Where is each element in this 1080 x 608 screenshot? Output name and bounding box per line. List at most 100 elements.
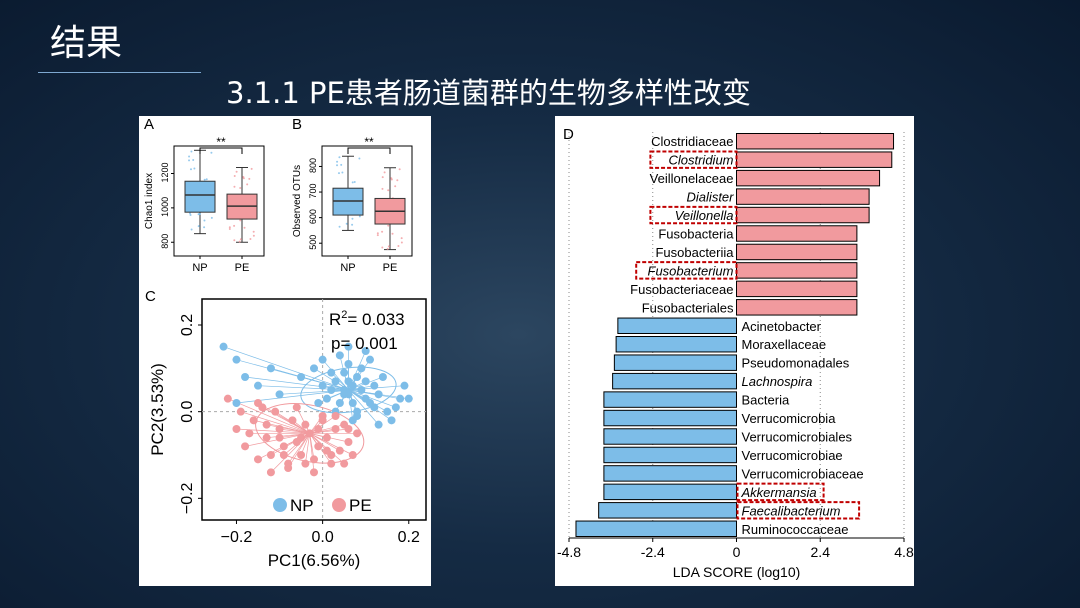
lda-bar (613, 354, 737, 371)
spider-line (305, 433, 311, 464)
spider-line (296, 407, 311, 434)
jitter-point (210, 216, 213, 219)
point-np (348, 399, 357, 407)
x-tick-label: 2.4 (811, 544, 831, 560)
point-np (383, 407, 392, 416)
lda-taxon-label: Fusobacterium (648, 263, 734, 278)
highlight-box (635, 261, 738, 280)
x-tick-label: 0.0 (311, 529, 333, 546)
lda-bar (736, 169, 881, 187)
significance-label: ** (216, 135, 226, 149)
chart-a-chao1: A 800 1000 1200 Chao1 index NP PE ** (144, 116, 265, 274)
point-pe (275, 433, 284, 442)
jitter-point (233, 175, 236, 178)
lda-bar (736, 133, 895, 150)
x-tick-label: 0.2 (398, 529, 420, 546)
point-np (391, 403, 400, 412)
point-np (348, 416, 357, 425)
jitter-point (376, 234, 379, 237)
point-pe (301, 420, 310, 429)
significance-bracket (347, 147, 391, 154)
point-np (396, 394, 405, 403)
spider-line (240, 411, 310, 434)
point-np (297, 373, 306, 381)
y-tick-label: 1000 (160, 197, 170, 217)
jitter-point (233, 239, 236, 242)
point-pe (314, 442, 323, 451)
point-pe (284, 459, 293, 468)
lda-bar (603, 483, 738, 501)
jitter-point (189, 168, 192, 171)
point-pe (241, 442, 250, 451)
lda-bar (736, 225, 858, 242)
jitter-point (345, 222, 348, 225)
lda-bar (575, 520, 737, 537)
point-np (378, 373, 387, 381)
point-pe (266, 451, 275, 459)
point-pe (318, 412, 327, 420)
point-pe (262, 433, 271, 442)
panel-label-b: B (292, 116, 302, 133)
figure-panel-d: D -4.8 -2.4 0 2.4 4.8 LDA SCORE (log10) Clostri… (555, 116, 914, 586)
jitter-point (396, 179, 399, 182)
jitter-point (228, 226, 231, 229)
highlight-box (649, 150, 738, 169)
point-pe (335, 446, 344, 455)
lda-taxon-label: Faecalibacterium (742, 503, 841, 518)
point-np (374, 390, 383, 399)
chart-b-observed-otus: B 500 600 700 800 Observed OTUs NP PE ** (292, 116, 413, 274)
point-pe (271, 407, 280, 416)
jitter-point (358, 157, 361, 160)
jitter-point (353, 180, 356, 183)
jitter-point (238, 240, 241, 243)
y-axis-label: Observed OTUs (292, 165, 303, 237)
y-tick-label: 800 (308, 158, 318, 173)
point-np (387, 416, 396, 425)
y-axis-label: PC2(3.53%) (148, 363, 167, 456)
jitter-point (198, 212, 201, 215)
lda-taxon-label: Lachnospira (742, 374, 813, 389)
jitter-point (336, 164, 339, 167)
point-np (318, 381, 327, 390)
point-pe (340, 459, 349, 468)
r-squared-value: = 0.033 (347, 310, 404, 329)
lda-bar (598, 502, 738, 519)
y-tick-label: 0.0 (179, 400, 196, 422)
y-tick-label: −0.2 (179, 482, 196, 514)
lda-taxon-label: Acinetobacter (742, 319, 822, 334)
lda-bar (612, 372, 738, 390)
jitter-point (189, 213, 192, 216)
lda-taxon-label: Fusobacteria (658, 227, 734, 242)
spider-line (223, 346, 349, 391)
spider-line (348, 389, 396, 408)
lda-bar (736, 262, 858, 279)
point-pe (297, 451, 306, 459)
point-pe (305, 429, 314, 438)
lda-bar (603, 391, 738, 408)
x-tick-label: 4.8 (894, 544, 914, 560)
jitter-point (242, 176, 245, 179)
point-np (344, 360, 353, 368)
lda-taxon-label: Fusobacteriaceae (630, 282, 733, 297)
spider-line (309, 433, 328, 451)
spider-line (279, 432, 310, 439)
point-pe (223, 394, 232, 403)
jitter-point (391, 232, 394, 235)
y-tick-label: 600 (308, 209, 318, 224)
jitter-point (387, 245, 390, 248)
point-np (366, 355, 374, 364)
jitter-point (235, 170, 238, 173)
jitter-point (351, 217, 354, 220)
figure-d-svg: D -4.8 -2.4 0 2.4 4.8 LDA SCORE (log10) Clostri… (557, 126, 914, 580)
point-pe (331, 412, 340, 420)
spider-line (322, 359, 349, 391)
chart-c-pcoa: C −0.2 0.0 0.2 0.2 0.0 −0.2 PC1(6.56%) PC2(3.53%… (145, 288, 427, 570)
point-pe (322, 446, 331, 455)
point-np (254, 381, 262, 390)
spider-line (257, 402, 310, 434)
point-np (353, 373, 362, 381)
point-np (361, 377, 370, 386)
jitter-point (239, 219, 242, 222)
point-pe (348, 451, 357, 459)
x-tick-label: -2.4 (641, 544, 665, 560)
